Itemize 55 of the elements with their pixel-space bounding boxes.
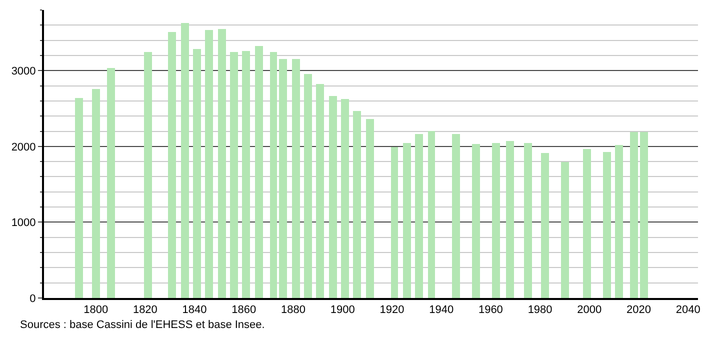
x-tick-label: 1880 (281, 304, 306, 316)
bar (428, 131, 435, 298)
bar (255, 46, 263, 298)
bar (561, 162, 569, 298)
y-tick-label: 0 (30, 292, 36, 305)
x-tick-label: 1920 (380, 304, 404, 316)
bar (506, 141, 514, 298)
bar (304, 74, 312, 298)
x-tick-label: 2040 (676, 304, 700, 316)
bar (270, 52, 277, 298)
bar (603, 152, 611, 298)
bar (75, 98, 83, 298)
bar (329, 96, 337, 298)
x-tick-label: 1860 (232, 304, 256, 316)
bar (107, 68, 115, 298)
x-tick-label: 1980 (528, 304, 552, 316)
bar (144, 52, 152, 298)
bar (242, 51, 250, 298)
bar (92, 89, 100, 298)
x-tick-label: 1900 (330, 304, 355, 316)
bar (230, 52, 238, 298)
x-tick-label: 1960 (478, 304, 503, 316)
bar (366, 119, 374, 298)
bar (279, 59, 287, 298)
bar (452, 134, 460, 298)
bar (391, 147, 398, 298)
y-tick-label: 2000 (11, 141, 36, 154)
bar (168, 32, 176, 298)
bar (341, 99, 349, 298)
bar (193, 49, 201, 298)
y-tick-label: 3000 (11, 65, 36, 78)
x-tick-label: 1940 (429, 304, 454, 316)
x-tick-label: 1840 (182, 304, 207, 316)
bar (181, 23, 189, 298)
bar (353, 111, 361, 298)
bar (316, 84, 324, 298)
bar (403, 143, 411, 298)
bar (205, 30, 213, 298)
bar (541, 153, 549, 298)
y-tick-label: 1000 (11, 217, 36, 230)
bar (583, 149, 591, 298)
x-tick-label: 1820 (132, 304, 158, 316)
bar (492, 143, 500, 298)
bar (292, 59, 300, 298)
bar (524, 143, 532, 298)
x-tick-label: 2020 (626, 304, 652, 316)
x-tick-label: 2000 (577, 304, 602, 316)
bar (630, 132, 638, 298)
bar (472, 144, 480, 298)
source-note: Sources : base Cassini de l'EHESS et base Insee. (20, 319, 265, 331)
bar (640, 132, 648, 298)
bar (615, 145, 623, 298)
x-tick-label: 1800 (84, 304, 108, 316)
bar (415, 134, 423, 298)
bar (218, 29, 226, 298)
